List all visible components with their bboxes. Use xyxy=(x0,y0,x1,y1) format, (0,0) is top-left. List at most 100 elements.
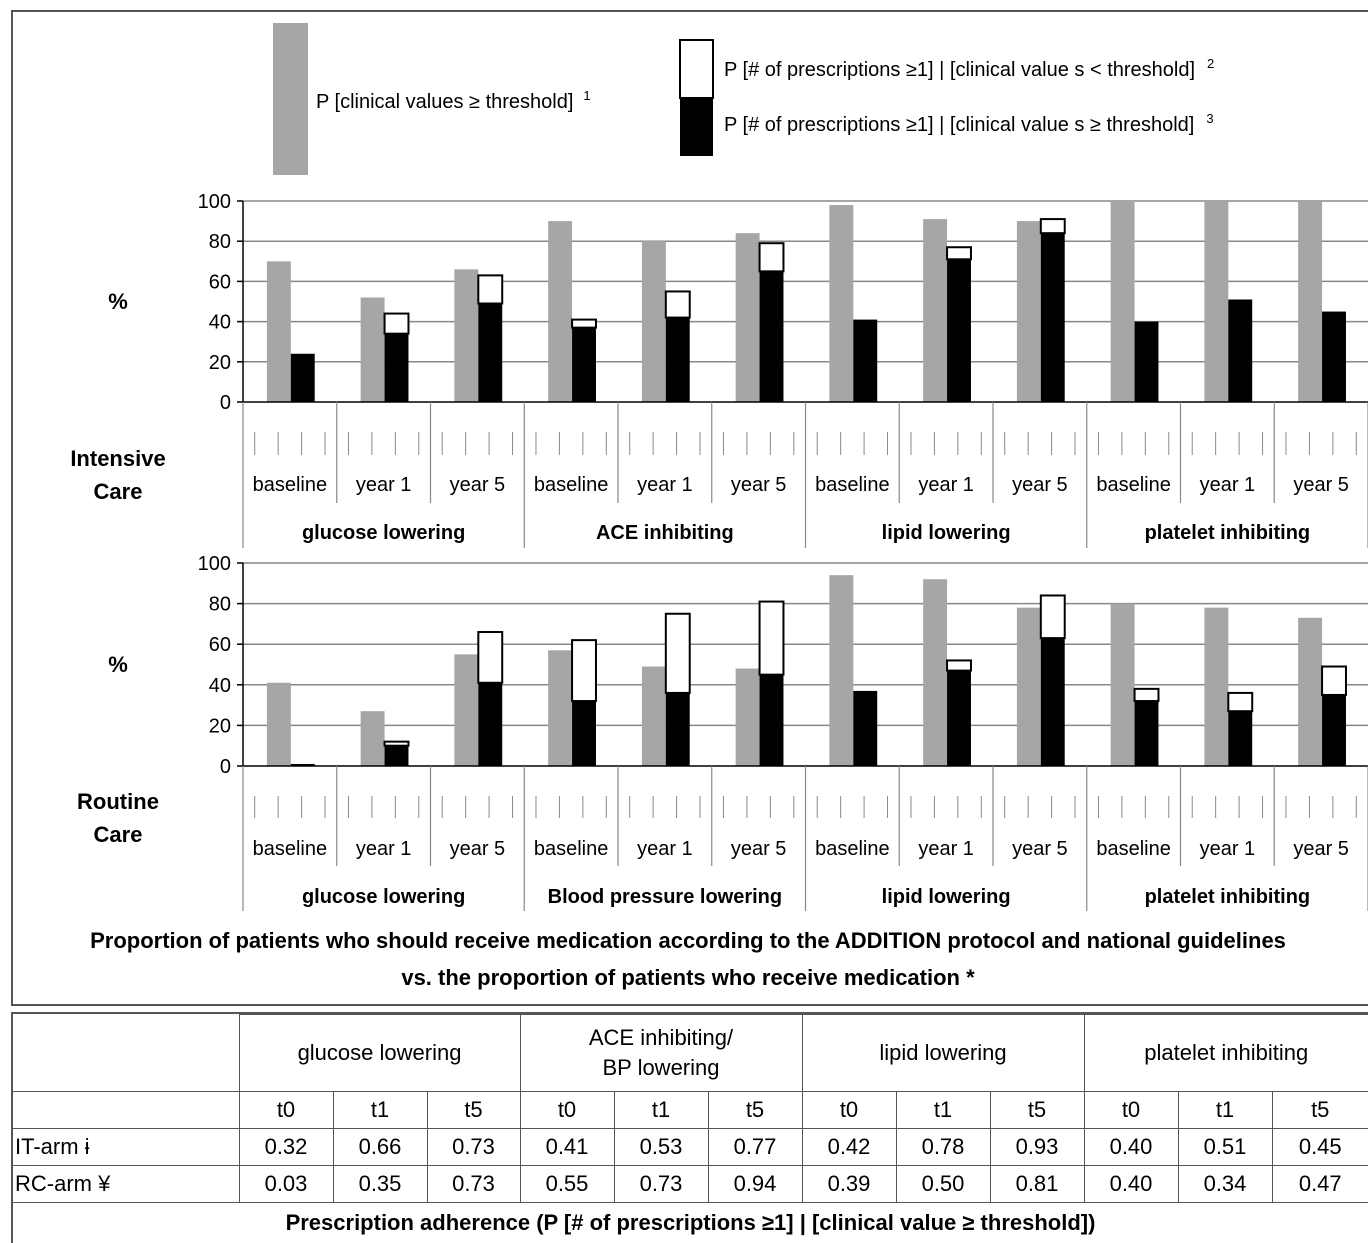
table-row: IT-arm ɨ 0.32 0.66 0.73 0.41 0.53 0.77 0.42 0.78… xyxy=(13,1128,1368,1166)
table-cell: 0.77 xyxy=(707,1128,803,1166)
adherence-table: glucose lowering ACE inhibiting/BP lower… xyxy=(13,1014,1368,1203)
group-label: glucose lowering xyxy=(302,886,465,908)
table-group-header: ACE inhibiting/BP lowering xyxy=(519,1014,803,1092)
table-group-header: lipid lowering xyxy=(801,1014,1085,1092)
group-label: glucose lowering xyxy=(302,522,465,544)
table-row-label: RC-arm ¥ xyxy=(13,1165,240,1203)
table-subheader-cell: t5 xyxy=(989,1091,1085,1129)
y-tick-label: 40 xyxy=(209,312,231,334)
category-label: year 5 xyxy=(1012,474,1068,496)
category-label: year 5 xyxy=(450,474,506,496)
table-subheader-cell: t0 xyxy=(1083,1091,1179,1129)
category-label: baseline xyxy=(253,474,328,496)
panel-row-label: Intensive xyxy=(70,446,165,471)
bar-gray xyxy=(454,269,479,402)
bar-black xyxy=(572,327,596,402)
chart-caption-line2: vs. the proportion of patients who recei… xyxy=(401,965,975,990)
category-label: year 5 xyxy=(731,474,787,496)
bar-gray xyxy=(360,297,385,402)
table-cell: 0.94 xyxy=(707,1165,803,1203)
category-label: year 1 xyxy=(637,474,693,496)
category-label: year 1 xyxy=(918,838,974,860)
table-subheader-cell: t1 xyxy=(895,1091,991,1129)
bar-gray xyxy=(829,205,854,402)
bar-white xyxy=(571,318,597,329)
bar-white xyxy=(664,612,691,694)
bar-black xyxy=(947,670,971,766)
y-tick-label: 0 xyxy=(220,392,231,414)
table-cell: 0.53 xyxy=(613,1128,709,1166)
table-cell: 0.03 xyxy=(238,1165,334,1203)
bar-gray xyxy=(1298,617,1323,766)
bar-gray xyxy=(266,682,291,766)
bar-white xyxy=(383,312,410,335)
bar-white xyxy=(758,242,785,273)
bar-gray xyxy=(1016,607,1041,766)
panel-routine-care: 0 20 40 60 80 100 baseline year 1 year 5 baseline… xyxy=(77,553,1368,911)
legend-black-label: P [# of prescriptions ≥1] | [clinical va… xyxy=(724,111,1214,136)
bar-gray xyxy=(829,575,854,766)
category-label: year 1 xyxy=(356,474,412,496)
bar-black xyxy=(290,763,315,766)
bar-white xyxy=(664,290,691,319)
table-group-header-row: glucose lowering ACE inhibiting/BP lower… xyxy=(13,1014,1368,1092)
bar-black xyxy=(947,259,971,402)
group-label: ACE inhibiting xyxy=(596,522,734,544)
category-label: year 1 xyxy=(918,474,974,496)
category-label: baseline xyxy=(1096,838,1171,860)
bar-black xyxy=(759,674,784,766)
bar-black xyxy=(290,353,315,402)
bar-gray xyxy=(641,666,666,766)
table-subheader-cell: t1 xyxy=(613,1091,709,1129)
bar-white xyxy=(946,246,972,261)
legend-gray-label: P [clinical values ≥ threshold] 1 xyxy=(316,88,591,113)
category-label: baseline xyxy=(253,838,328,860)
bar-white xyxy=(1039,594,1066,640)
bar-gray xyxy=(1110,201,1135,402)
panel-row-label: Care xyxy=(94,822,143,847)
bar-black xyxy=(759,271,784,402)
bar-black xyxy=(384,745,409,766)
panel-row-label: Care xyxy=(94,479,143,504)
table-cell: 0.40 xyxy=(1083,1128,1179,1166)
table-cell: 0.50 xyxy=(895,1165,991,1203)
bar-white xyxy=(1321,665,1347,696)
y-tick-label: 100 xyxy=(198,191,231,213)
chart-frame xyxy=(11,10,1368,1006)
table-subheader-cell: t5 xyxy=(426,1091,521,1129)
bar-gray xyxy=(266,261,291,402)
category-label: year 5 xyxy=(450,838,506,860)
bar-black xyxy=(478,682,503,766)
table-cell: 0.45 xyxy=(1271,1128,1368,1166)
category-label: baseline xyxy=(1096,474,1171,496)
table-cell: 0.34 xyxy=(1177,1165,1273,1203)
y-tick-label: 100 xyxy=(198,553,231,575)
group-label: platelet inhibiting xyxy=(1145,522,1311,544)
table-cell: 0.39 xyxy=(801,1165,897,1203)
category-label: year 1 xyxy=(1200,474,1256,496)
bar-black xyxy=(1040,233,1065,402)
y-tick-label: 60 xyxy=(209,634,231,656)
legend-white-swatch xyxy=(679,39,714,99)
y-tick-label: 0 xyxy=(220,756,231,778)
bar-white xyxy=(1227,691,1254,713)
bar-black xyxy=(665,692,690,766)
chart-area: P [clinical values ≥ threshold] 1 P [# of… xyxy=(70,23,1368,990)
bar-white xyxy=(1133,687,1160,703)
table-cell: 0.35 xyxy=(332,1165,428,1203)
table-subheader-row: t0 t1 t5 t0 t1 t5 t0 t1 t5 t0 t1 t5 xyxy=(13,1091,1368,1129)
bar-gray xyxy=(641,241,666,402)
y-tick-label: 60 xyxy=(209,271,231,293)
y-tick-label: 80 xyxy=(209,594,231,616)
panel-row-label: Routine xyxy=(77,789,159,814)
category-label: year 5 xyxy=(731,838,787,860)
group-label: lipid lowering xyxy=(882,886,1011,908)
bar-white xyxy=(571,639,597,703)
category-label: baseline xyxy=(815,838,890,860)
category-label: baseline xyxy=(815,474,890,496)
table-row-label: IT-arm ɨ xyxy=(13,1128,240,1166)
y-tick-label: 40 xyxy=(209,675,231,697)
bar-black xyxy=(665,317,690,402)
bar-gray xyxy=(735,668,760,766)
bar-white xyxy=(383,740,410,747)
